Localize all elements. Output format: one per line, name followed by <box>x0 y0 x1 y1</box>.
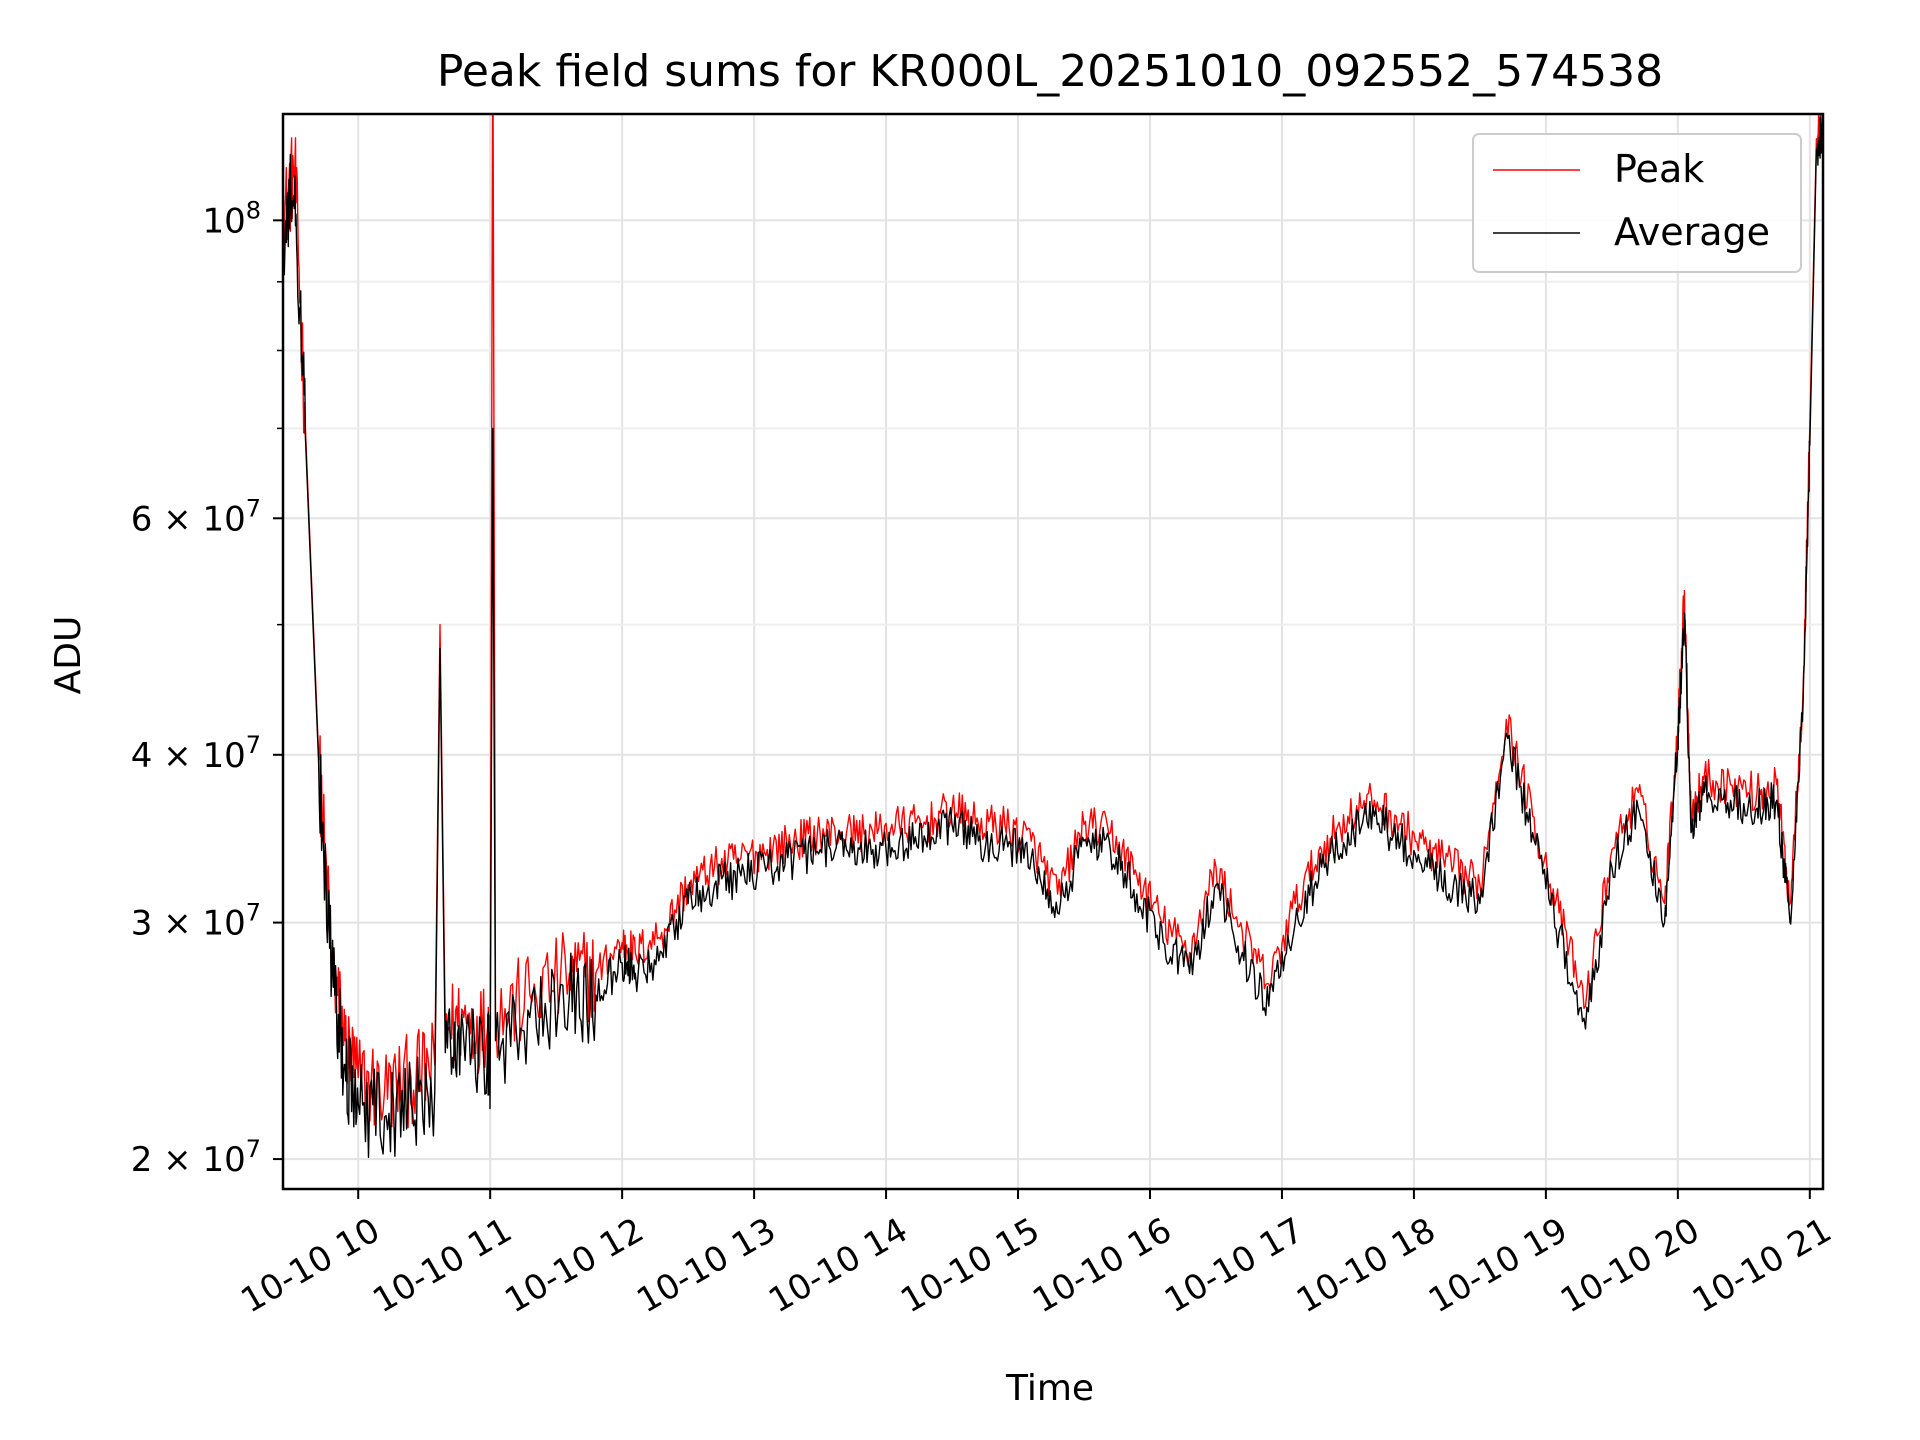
y-axis-label: ADU <box>48 616 89 695</box>
plot-area-frame <box>281 112 1825 1191</box>
y-tick-label: 2 × 107 <box>131 1135 261 1180</box>
grid-layer <box>283 114 1823 1189</box>
series-line-average <box>283 114 1823 1159</box>
legend-average-label: Average <box>1614 210 1770 254</box>
y-tick-label: 108 <box>202 196 261 241</box>
chart-title: Peak field sums for KR000L_20251010_0925… <box>437 46 1663 97</box>
x-axis-label: Time <box>1005 1368 1094 1409</box>
y-tick-label: 6 × 107 <box>131 494 261 539</box>
legend-box <box>1472 133 1802 273</box>
legend-peak-label: Peak <box>1614 147 1704 191</box>
y-tick-label: 4 × 107 <box>131 731 261 776</box>
data-layer <box>283 114 1823 1159</box>
y-tick-label: 3 × 107 <box>131 899 261 944</box>
legend: Peak Average <box>1472 133 1802 273</box>
